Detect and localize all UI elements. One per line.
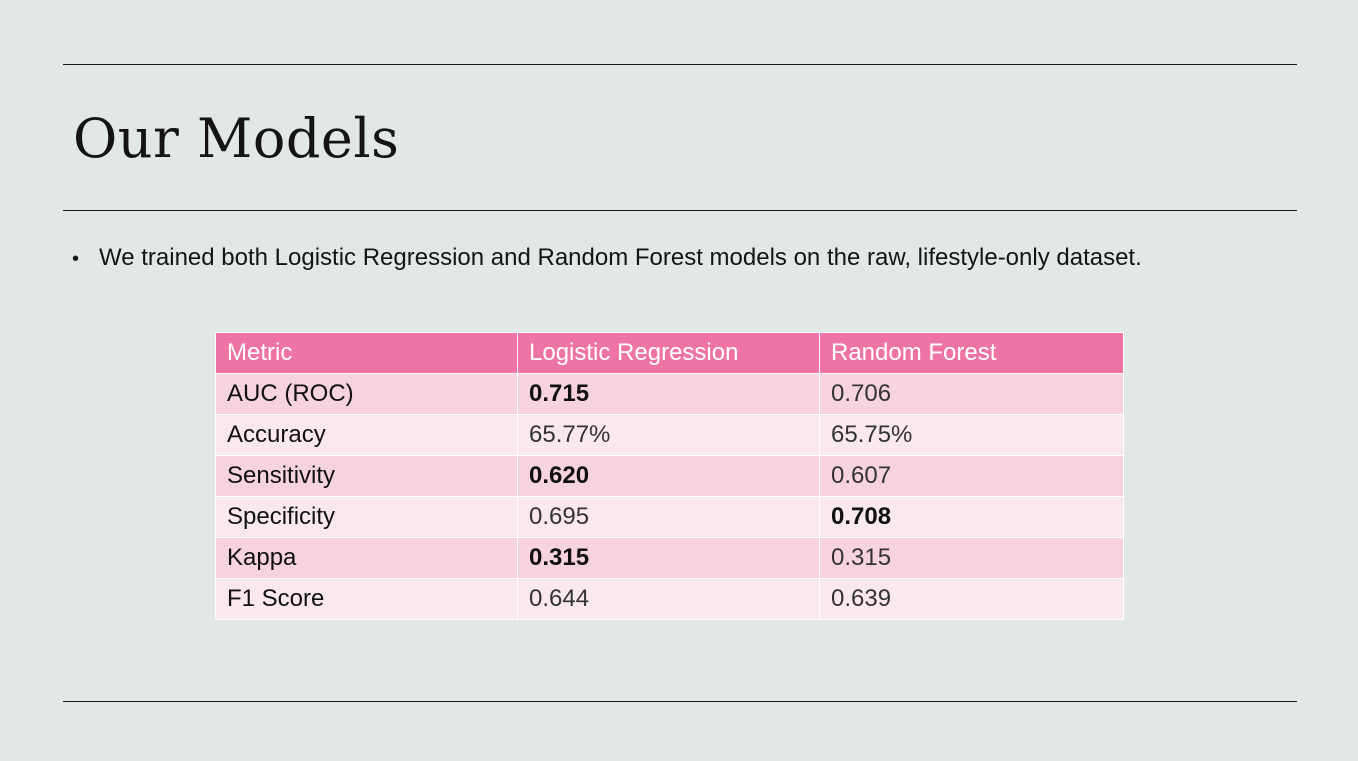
- table-row: Specificity 0.695 0.708: [215, 496, 1124, 538]
- header-random-forest: Random Forest: [819, 332, 1124, 374]
- lr-value-cell: 0.715: [517, 373, 820, 415]
- table-row: F1 Score 0.644 0.639: [215, 578, 1124, 620]
- lr-value-cell: 0.620: [517, 455, 820, 497]
- metric-name-cell: Kappa: [215, 537, 518, 579]
- rf-value-cell: 0.607: [819, 455, 1124, 497]
- metric-name-cell: AUC (ROC): [215, 373, 518, 415]
- rf-value-cell: 0.639: [819, 578, 1124, 620]
- metric-name-cell: Sensitivity: [215, 455, 518, 497]
- slide-title: Our Models: [73, 107, 400, 170]
- lr-value-cell: 0.315: [517, 537, 820, 579]
- table-row: Sensitivity 0.620 0.607: [215, 455, 1124, 497]
- metrics-table: Metric Logistic Regression Random Forest…: [215, 332, 1124, 620]
- rf-value-cell: 0.706: [819, 373, 1124, 415]
- bullet-list: • We trained both Logistic Regression an…: [72, 240, 1142, 277]
- table-header-row: Metric Logistic Regression Random Forest: [215, 332, 1124, 374]
- rf-value-cell: 0.315: [819, 537, 1124, 579]
- rf-value-cell: 0.708: [819, 496, 1124, 538]
- header-metric: Metric: [215, 332, 518, 374]
- metric-name-cell: F1 Score: [215, 578, 518, 620]
- bullet-item: • We trained both Logistic Regression an…: [72, 240, 1142, 277]
- bottom-divider: [63, 701, 1297, 702]
- title-divider: [63, 210, 1297, 211]
- rf-value-cell: 65.75%: [819, 414, 1124, 456]
- table-row: Kappa 0.315 0.315: [215, 537, 1124, 579]
- bullet-dot-icon: •: [72, 248, 80, 270]
- metric-name-cell: Specificity: [215, 496, 518, 538]
- lr-value-cell: 65.77%: [517, 414, 820, 456]
- table-row: Accuracy 65.77% 65.75%: [215, 414, 1124, 456]
- top-divider: [63, 64, 1297, 65]
- lr-value-cell: 0.695: [517, 496, 820, 538]
- lr-value-cell: 0.644: [517, 578, 820, 620]
- metric-name-cell: Accuracy: [215, 414, 518, 456]
- bullet-text: We trained both Logistic Regression and …: [99, 244, 1142, 271]
- table-row: AUC (ROC) 0.715 0.706: [215, 373, 1124, 415]
- header-logistic-regression: Logistic Regression: [517, 332, 820, 374]
